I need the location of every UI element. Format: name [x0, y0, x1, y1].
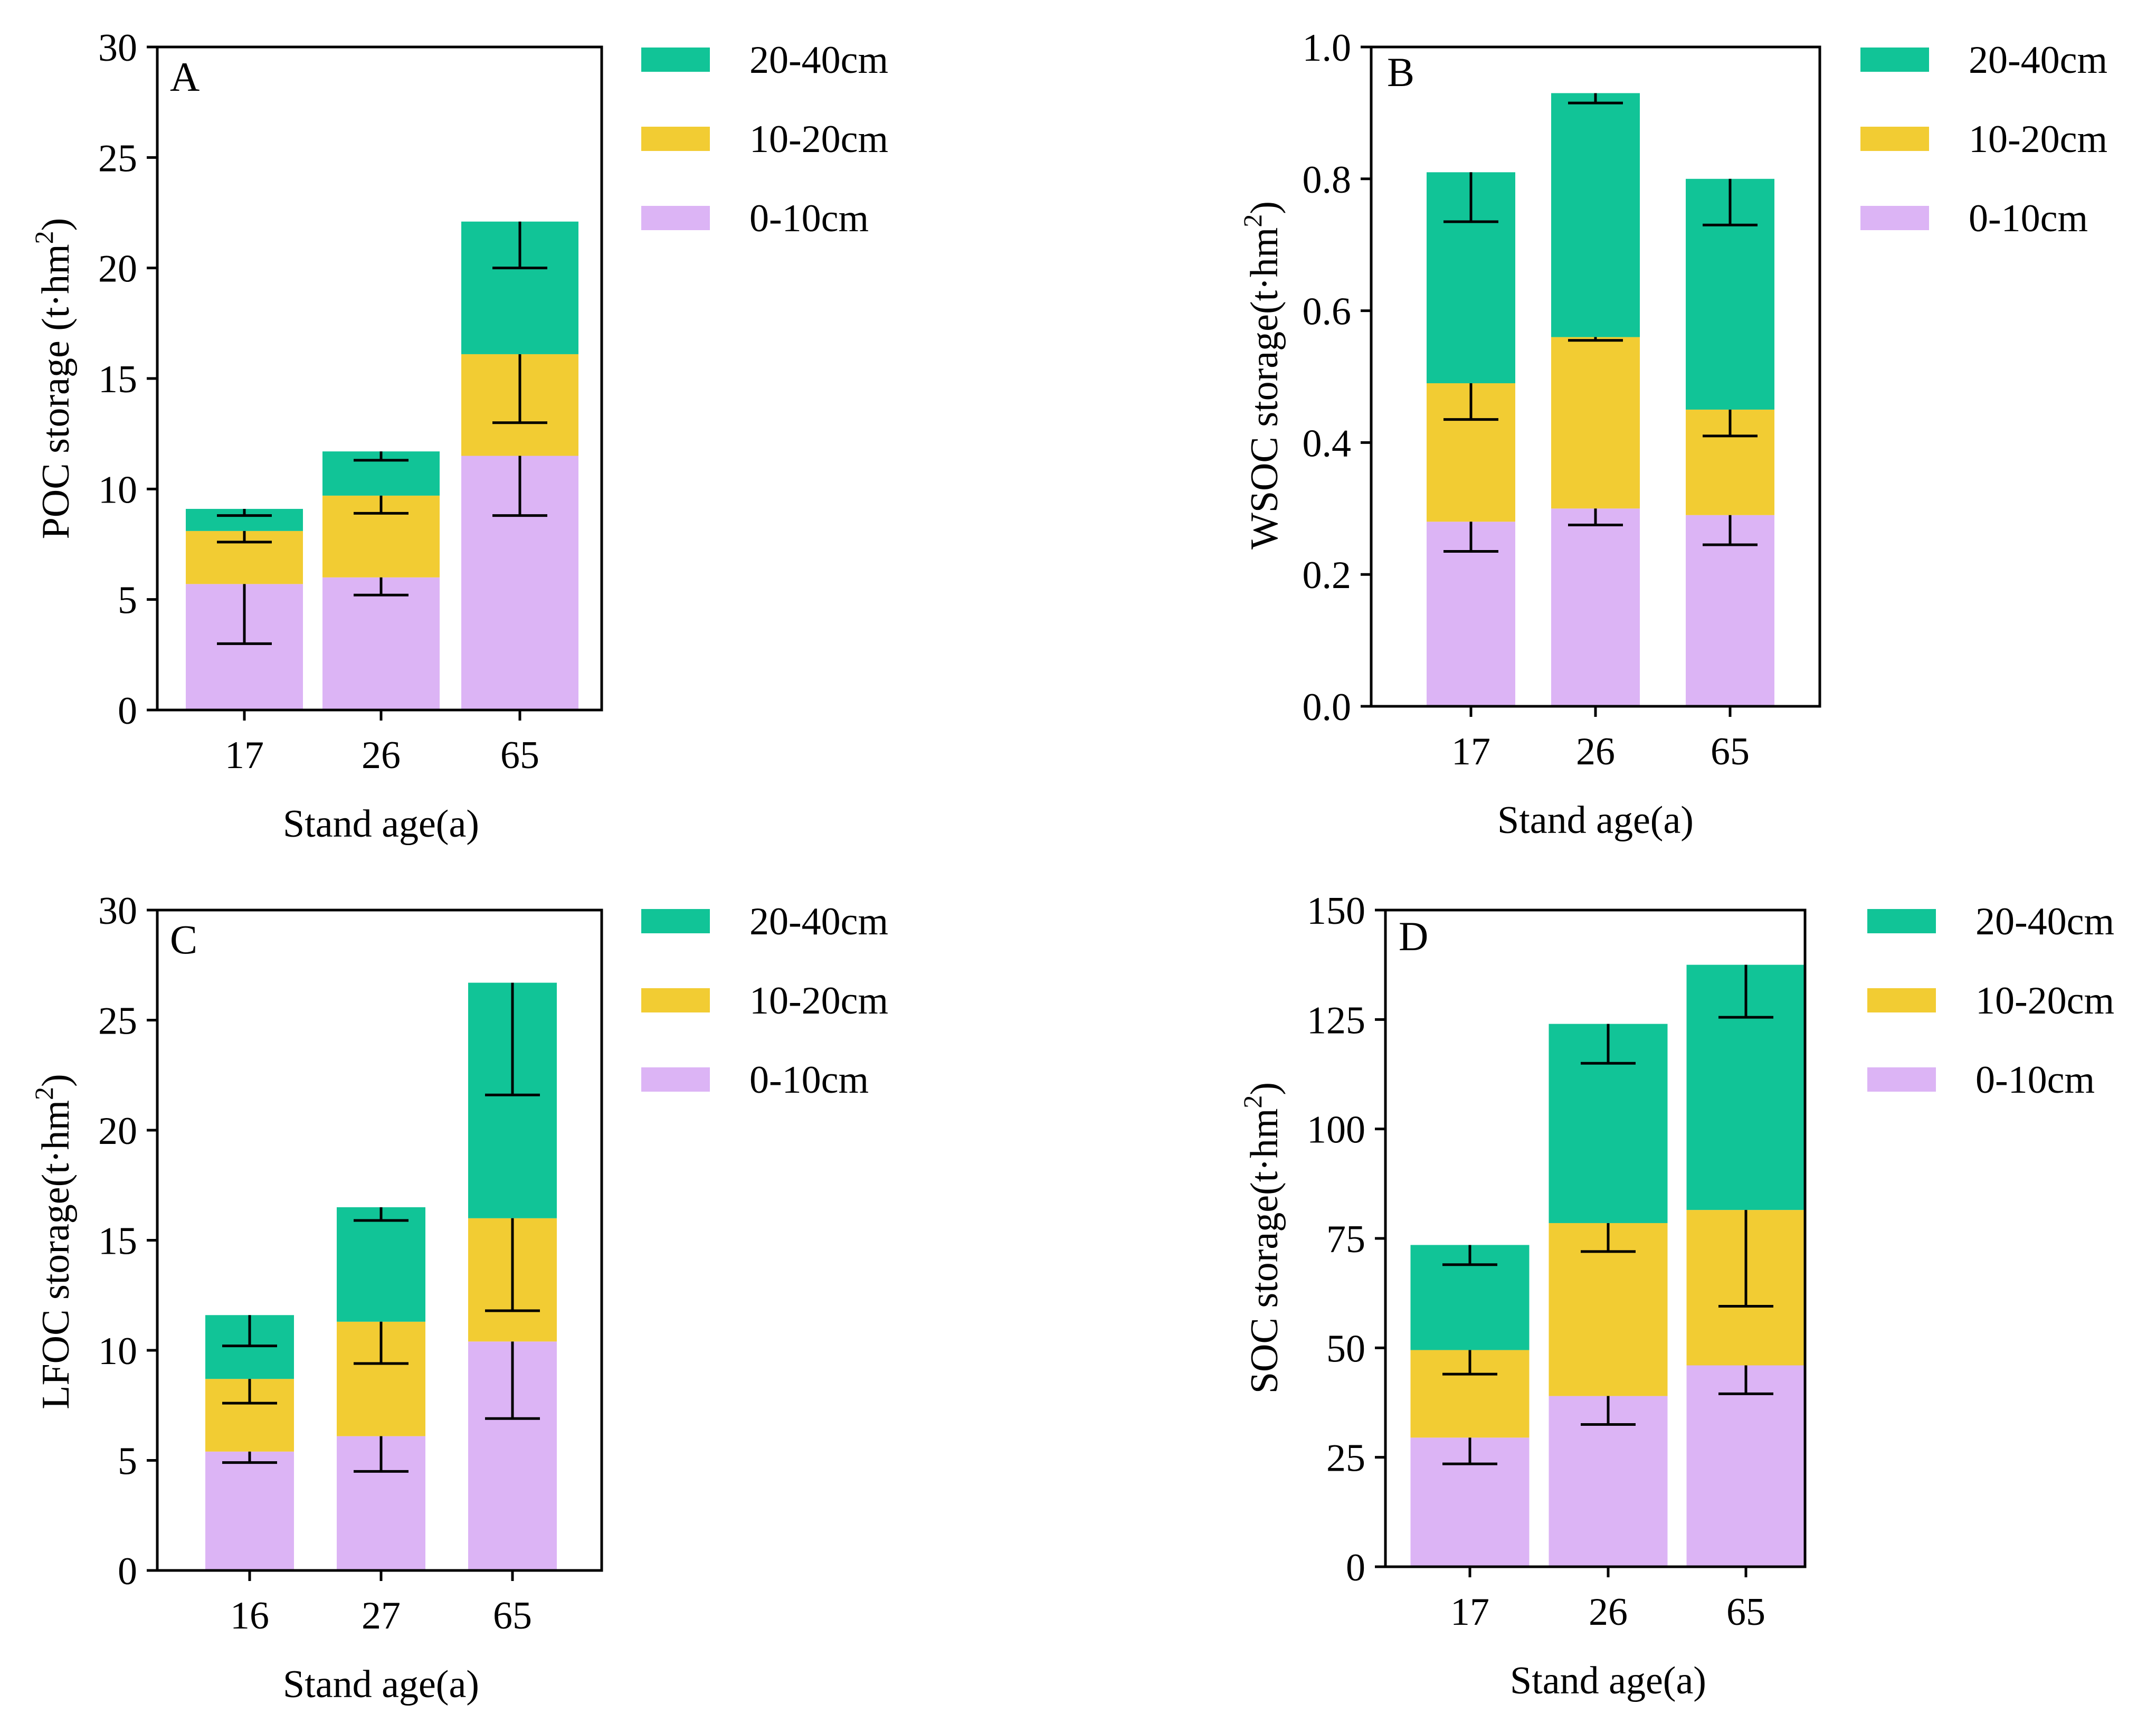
panel-c-y-tick-label: 5 — [118, 1440, 137, 1483]
panel-a-y-tick-label: 25 — [98, 137, 137, 180]
panel-c-legend-swatch-10-20cm — [641, 988, 710, 1012]
panel-c-y-tick-label: 0 — [118, 1550, 137, 1593]
panel-b-bar-0-10cm-65 — [1686, 515, 1774, 706]
panel-b-y-tick-label: 0.0 — [1303, 686, 1352, 729]
panel-c-legend-label-0-10cm: 0-10cm — [749, 1058, 869, 1102]
panel-b-y-axis-title: WSOC storage(t·hm2) — [1238, 201, 1286, 550]
panel-b-legend-label-10-20cm: 10-20cm — [1969, 118, 2107, 161]
panel-d-y-tick-label: 125 — [1307, 999, 1365, 1042]
panel-b-bar-10-20cm-26 — [1551, 337, 1640, 509]
panel-c-letter: C — [170, 916, 197, 962]
panel-b-y-tick-label: 0.8 — [1303, 158, 1352, 202]
panel-c-x-tick-label: 27 — [362, 1594, 401, 1637]
panel-c-legend-label-20-40cm: 20-40cm — [749, 900, 888, 943]
panel-a-x-tick-label: 26 — [362, 734, 401, 777]
panel-b: 0.0 0.2 0.4 0.6 0.8 1.0 17 26 65 20-40cm 10-20cm 0-… — [1238, 26, 2107, 842]
panel-a-legend-swatch-0-10cm — [641, 206, 710, 230]
panel-d: 0 25 50 75 100 125 150 17 26 65 20-40cm 10-20cm 0-10… — [1238, 889, 2114, 1702]
panel-a-legend-label-10-20cm: 10-20cm — [749, 118, 888, 161]
panel-b-legend-swatch-20-40cm — [1860, 48, 1929, 72]
panel-a-y-tick-label: 10 — [98, 468, 137, 512]
panel-d-x-tick-label: 65 — [1726, 1591, 1765, 1634]
panel-b-x-tick-label: 17 — [1451, 730, 1490, 773]
panel-a-y-tick-label: 5 — [118, 579, 137, 622]
panel-a-x-tick-label: 17 — [225, 734, 264, 777]
panel-d-x-axis-title: Stand age(a) — [1510, 1659, 1706, 1702]
panel-c-marks: 0 5 10 15 20 25 30 16 27 65 20-40cm 10-20cm 0-10cm — [98, 889, 888, 1637]
panel-d-marks: 0 25 50 75 100 125 150 17 26 65 20-40cm 10-20cm 0-10… — [1307, 889, 2114, 1634]
panel-d-y-tick-label: 150 — [1307, 889, 1365, 933]
panel-c: 0 5 10 15 20 25 30 16 27 65 20-40cm 10-20cm 0-10cm S… — [29, 889, 888, 1706]
panel-b-y-tick-label: 0.6 — [1303, 290, 1352, 334]
panel-b-legend-label-0-10cm: 0-10cm — [1969, 197, 2088, 240]
panel-a-x-axis-title: Stand age(a) — [283, 802, 479, 846]
panel-c-x-tick-label: 16 — [230, 1594, 269, 1637]
panel-d-y-tick-label: 100 — [1307, 1109, 1365, 1152]
panel-a: 0 5 10 15 20 25 30 17 26 65 20-40cm 10-20cm 0-10cm S… — [29, 26, 888, 846]
panel-c-y-tick-label: 30 — [98, 889, 137, 933]
panel-a-legend-label-0-10cm: 0-10cm — [749, 197, 869, 240]
panel-b-y-tick-label: 0.4 — [1303, 422, 1352, 465]
panel-d-legend-swatch-20-40cm — [1867, 909, 1936, 933]
panel-b-legend-swatch-0-10cm — [1860, 206, 1929, 230]
panel-a-x-tick-label: 65 — [500, 734, 539, 777]
panel-d-y-axis-title: SOC storage(t·hm2) — [1238, 1082, 1286, 1394]
panel-c-legend-swatch-20-40cm — [641, 909, 710, 933]
panel-c-y-tick-label: 15 — [98, 1220, 137, 1263]
panel-c-y-axis-title: LFOC storage(t·hm2) — [29, 1074, 78, 1409]
panel-a-y-tick-label: 20 — [98, 248, 137, 291]
panel-a-letter: A — [170, 54, 200, 100]
panel-b-bar-0-10cm-26 — [1551, 508, 1640, 706]
panel-d-legend-label-0-10cm: 0-10cm — [1975, 1058, 2095, 1102]
panel-b-y-tick-label: 0.2 — [1303, 554, 1352, 597]
panel-b-x-tick-label: 65 — [1711, 730, 1750, 773]
panel-c-legend-swatch-0-10cm — [641, 1067, 710, 1092]
panel-b-bar-20-40cm-26 — [1551, 93, 1640, 337]
panel-d-legend-label-20-40cm: 20-40cm — [1975, 900, 2114, 943]
panel-b-x-tick-label: 26 — [1576, 730, 1615, 773]
panel-a-legend-swatch-20-40cm — [641, 48, 710, 72]
panel-a-legend-swatch-10-20cm — [641, 127, 710, 151]
panel-d-y-tick-label: 0 — [1346, 1546, 1365, 1589]
panel-c-bar-0-10cm-16 — [205, 1451, 294, 1570]
panel-c-x-axis-title: Stand age(a) — [283, 1663, 479, 1706]
panel-a-y-tick-label: 15 — [98, 358, 137, 401]
panel-b-marks: 0.0 0.2 0.4 0.6 0.8 1.0 17 26 65 20-40cm 10-20cm 0-… — [1303, 26, 2108, 773]
panel-b-x-axis-title: Stand age(a) — [1497, 799, 1694, 842]
panel-d-letter: D — [1399, 913, 1428, 959]
panel-a-legend-label-20-40cm: 20-40cm — [749, 39, 888, 82]
panel-a-y-tick-label: 30 — [98, 26, 137, 70]
panel-b-legend-swatch-10-20cm — [1860, 127, 1929, 151]
panel-b-letter: B — [1387, 49, 1414, 95]
panel-c-y-tick-label: 25 — [98, 1000, 137, 1043]
panel-a-y-axis-title: POC storage (t·hm2) — [29, 218, 78, 539]
panel-c-x-tick-label: 65 — [493, 1594, 532, 1637]
panel-d-x-tick-label: 17 — [1450, 1591, 1489, 1634]
panel-d-bar-0-10cm-65 — [1686, 1365, 1806, 1567]
panel-c-y-tick-label: 20 — [98, 1110, 137, 1153]
panel-d-legend-label-10-20cm: 10-20cm — [1975, 979, 2114, 1023]
panel-d-legend-swatch-10-20cm — [1867, 988, 1936, 1012]
panel-c-y-tick-label: 10 — [98, 1330, 137, 1373]
panel-d-legend-swatch-0-10cm — [1867, 1067, 1936, 1092]
panel-a-bar-0-10cm-26 — [322, 577, 440, 710]
panel-c-bar-20-40cm-27 — [337, 1207, 425, 1322]
panel-c-legend-label-10-20cm: 10-20cm — [749, 979, 888, 1023]
panel-d-y-tick-label: 50 — [1326, 1327, 1365, 1370]
panel-d-x-tick-label: 26 — [1589, 1591, 1628, 1634]
panel-b-legend-label-20-40cm: 20-40cm — [1969, 39, 2107, 82]
panel-a-marks: 0 5 10 15 20 25 30 17 26 65 20-40cm 10-20cm 0-10cm — [98, 26, 888, 777]
panel-d-y-tick-label: 25 — [1326, 1437, 1365, 1480]
panel-b-y-tick-label: 1.0 — [1303, 26, 1352, 70]
panel-a-y-tick-label: 0 — [118, 689, 137, 733]
panel-d-y-tick-label: 75 — [1326, 1218, 1365, 1261]
